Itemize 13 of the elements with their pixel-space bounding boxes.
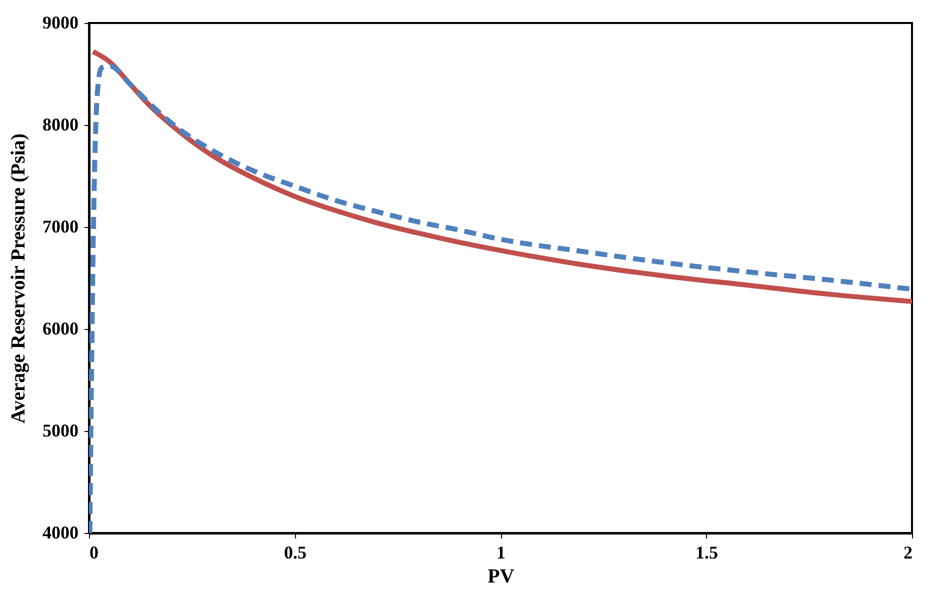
y-tick-label: 6000 [42, 318, 78, 338]
x-tick-label: 2 [904, 542, 912, 562]
x-tick-label: 0 [90, 542, 98, 562]
y-tick-label: 5000 [42, 420, 78, 440]
y-axis-title: Average Reservoir Pressure (Psia) [8, 133, 30, 424]
y-tick-label: 4000 [42, 522, 78, 542]
x-tick-label: 1.5 [696, 542, 718, 562]
y-tick-label: 7000 [42, 216, 78, 236]
y-tick-label: 8000 [42, 114, 78, 134]
x-axis-title: PV [488, 566, 515, 588]
x-tick-label: 1 [496, 542, 506, 562]
y-tick-label: 9000 [42, 12, 78, 32]
x-tick-label: 0.5 [284, 542, 306, 562]
